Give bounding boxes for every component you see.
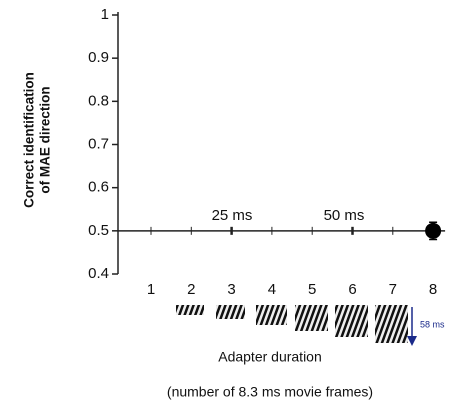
y-tick-label: 1 bbox=[101, 6, 109, 23]
x-tick-label: 6 bbox=[348, 281, 356, 298]
y-tick-label: 0.8 bbox=[88, 92, 109, 109]
grating bbox=[256, 305, 287, 325]
data-point bbox=[425, 222, 442, 239]
y-axis-title: Correct identification of MAE direction bbox=[22, 72, 53, 208]
y-tick-label: 0.6 bbox=[88, 179, 109, 196]
annotation: 50 ms bbox=[324, 207, 365, 224]
grating bbox=[335, 305, 368, 337]
x-tick-label: 2 bbox=[187, 281, 195, 298]
grating-stimuli bbox=[176, 305, 408, 343]
y-tick-label: 0.7 bbox=[88, 135, 109, 152]
y-tick-label: 0.9 bbox=[88, 49, 109, 66]
grating bbox=[295, 305, 328, 331]
x-tick-label: 8 bbox=[429, 281, 437, 298]
x-axis-title: Adapter duration bbox=[218, 349, 322, 365]
x-tick-label: 5 bbox=[308, 281, 316, 298]
grating bbox=[216, 305, 245, 319]
x-tick-label: 4 bbox=[268, 281, 276, 298]
x-tick-label: 3 bbox=[227, 281, 235, 298]
y-tick-label: 0.4 bbox=[88, 265, 109, 282]
x-tick-label: 1 bbox=[147, 281, 155, 298]
y-tick-label: 0.5 bbox=[88, 222, 109, 239]
grating bbox=[176, 305, 204, 315]
x-axis-subtitle: (number of 8.3 ms movie frames) bbox=[167, 384, 373, 400]
arrow-label: 58 ms bbox=[420, 319, 445, 329]
y-label-line: of MAE direction bbox=[38, 86, 53, 193]
duration-arrow-head bbox=[407, 336, 417, 346]
annotation: 25 ms bbox=[212, 207, 253, 224]
grating bbox=[375, 305, 408, 343]
x-tick-label: 7 bbox=[389, 281, 397, 298]
y-label-line: Correct identification bbox=[22, 72, 37, 208]
